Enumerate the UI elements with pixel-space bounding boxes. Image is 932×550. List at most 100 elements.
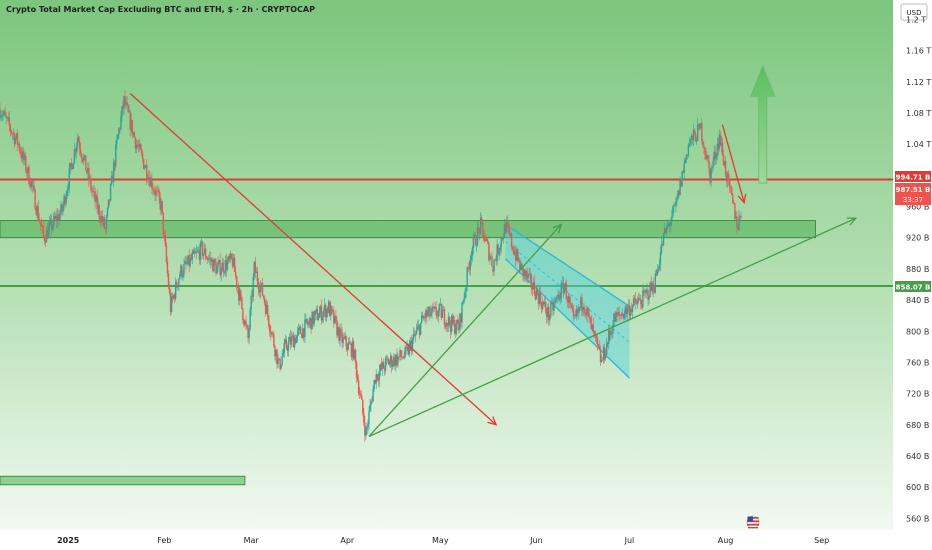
candle-body bbox=[376, 374, 378, 380]
x-tick-label: May bbox=[432, 536, 449, 545]
candle-body bbox=[261, 282, 264, 296]
trendline bbox=[721, 124, 745, 203]
candle-body bbox=[588, 313, 590, 317]
candle-body bbox=[124, 96, 126, 105]
candle-body bbox=[414, 333, 417, 336]
candle-body bbox=[425, 310, 427, 318]
candle-body bbox=[79, 148, 82, 155]
candle-body bbox=[108, 199, 111, 201]
candle-body bbox=[39, 221, 42, 225]
candle-body bbox=[167, 273, 170, 288]
candle-body bbox=[437, 310, 439, 317]
candle-body bbox=[122, 106, 124, 109]
candle-body bbox=[731, 188, 733, 195]
candle-body bbox=[672, 207, 674, 217]
candle-body bbox=[486, 238, 488, 241]
candle-body bbox=[383, 368, 386, 371]
candle-body bbox=[385, 358, 388, 360]
candle-body bbox=[561, 282, 563, 284]
candle-body bbox=[686, 154, 689, 156]
candle-body bbox=[719, 134, 722, 146]
candle-body bbox=[31, 180, 33, 187]
candle-body bbox=[352, 341, 355, 359]
y-tick-label: 920 B bbox=[906, 234, 929, 243]
candle-body bbox=[598, 346, 601, 350]
candle-body bbox=[423, 316, 425, 319]
candle-body bbox=[260, 282, 263, 287]
candle-body bbox=[214, 259, 216, 264]
candle-body bbox=[100, 215, 102, 223]
candle-body bbox=[263, 297, 266, 304]
chart-title: Crypto Total Market Cap Excluding BTC an… bbox=[6, 5, 315, 14]
price-axis: 560 B 600 B 640 B 680 B 720 B 760 B 800 B 840 B… bbox=[906, 15, 931, 523]
candle-body bbox=[600, 359, 603, 362]
candle-body bbox=[501, 238, 504, 240]
candle-body bbox=[449, 325, 452, 332]
candle-body bbox=[256, 271, 259, 282]
candle-body bbox=[93, 191, 95, 193]
candle-body bbox=[21, 153, 23, 159]
candle-body bbox=[322, 310, 325, 316]
candle-body bbox=[107, 199, 110, 208]
candle-body bbox=[292, 335, 295, 348]
candle-body bbox=[184, 260, 186, 264]
candle-body bbox=[452, 315, 454, 324]
us-flag-icon[interactable] bbox=[746, 515, 760, 529]
candle-body bbox=[410, 341, 413, 352]
candle-body bbox=[465, 287, 467, 292]
candle-body bbox=[727, 173, 730, 179]
candle-body bbox=[269, 325, 271, 333]
candle-body bbox=[606, 342, 608, 355]
candle-body bbox=[564, 283, 567, 286]
price-tag-countdown-text: 33:37 bbox=[903, 196, 923, 204]
candle-body bbox=[690, 135, 693, 140]
candle-body bbox=[326, 308, 329, 313]
candle-body bbox=[688, 143, 691, 145]
candle-body bbox=[249, 309, 251, 329]
candle-body bbox=[43, 236, 46, 241]
candle-body bbox=[312, 311, 314, 324]
candle-body bbox=[670, 221, 672, 226]
candle-body bbox=[114, 162, 116, 167]
candle-body bbox=[237, 286, 239, 289]
candle-body bbox=[17, 143, 20, 145]
candle-body bbox=[679, 179, 681, 195]
candle-body bbox=[24, 156, 26, 161]
candle-body bbox=[321, 315, 324, 321]
candle-body bbox=[348, 342, 351, 344]
candle-body bbox=[218, 260, 220, 263]
candle-body bbox=[732, 194, 734, 203]
candle-body bbox=[355, 362, 358, 378]
candle-body bbox=[469, 259, 471, 270]
candle-body bbox=[1, 115, 3, 117]
candle-body bbox=[3, 111, 5, 115]
candle-body bbox=[467, 267, 469, 268]
candle-body bbox=[735, 216, 737, 219]
candle-body bbox=[704, 147, 706, 154]
candle-body bbox=[67, 188, 69, 191]
candle-body bbox=[202, 253, 205, 256]
candle-body bbox=[701, 123, 703, 142]
candle-body bbox=[547, 307, 549, 318]
candle-body bbox=[369, 405, 371, 412]
candle-body bbox=[614, 313, 616, 322]
candle-body bbox=[99, 217, 101, 223]
candle-body bbox=[9, 125, 12, 131]
candle-body bbox=[225, 260, 228, 271]
candle-body bbox=[88, 168, 90, 181]
candle-body bbox=[534, 293, 537, 300]
candle-body bbox=[740, 215, 742, 217]
candle-body bbox=[443, 309, 446, 325]
candle-body bbox=[438, 304, 440, 311]
candle-body bbox=[48, 222, 51, 227]
candle-body bbox=[673, 205, 675, 208]
candle-body bbox=[271, 332, 273, 335]
candle-body bbox=[678, 190, 680, 195]
currency-button[interactable]: USD bbox=[900, 3, 928, 21]
candle-body bbox=[191, 254, 193, 260]
candle-body bbox=[524, 270, 526, 277]
candle-body bbox=[639, 298, 641, 300]
candle-body bbox=[475, 244, 478, 246]
candle-body bbox=[708, 160, 710, 169]
